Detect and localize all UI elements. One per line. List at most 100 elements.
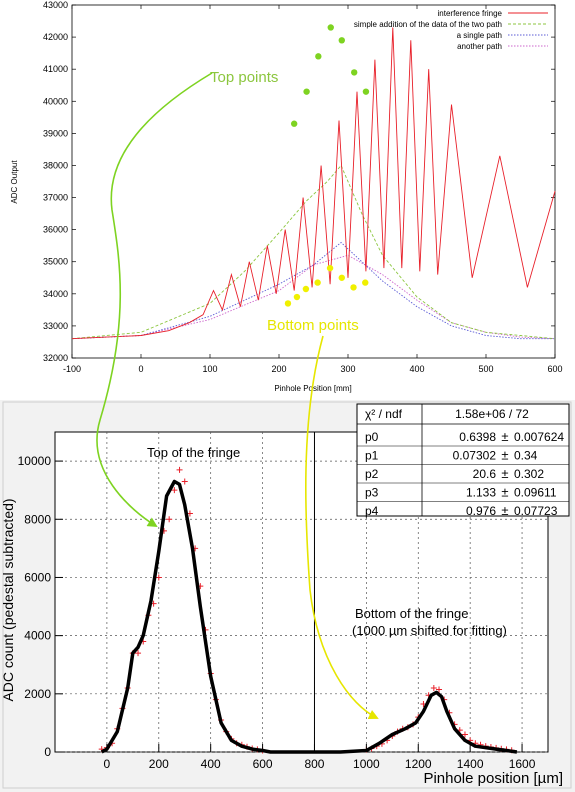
fit-row-value-p3: 1.133 [466, 486, 496, 500]
bottom-x-tick-label-0: 0 [104, 757, 111, 771]
bottom-x-tick-label-5: 1000 [353, 757, 380, 771]
top-point-green-2 [315, 53, 322, 60]
top-point-yellow-3 [314, 279, 321, 286]
legend-label-another-path: another path [457, 42, 502, 51]
fit-row-error-p3: 0.09611 [514, 486, 557, 500]
top-point-yellow-7 [362, 279, 369, 286]
top-point-green-4 [338, 37, 345, 44]
top-y-tick-label-4: 36000 [43, 225, 68, 235]
top-point-yellow-0 [284, 300, 292, 307]
top-x-tick-label-7: 600 [547, 364, 562, 374]
bottom-x-axis-label: Pinhole position [µm] [423, 770, 563, 787]
annotation-shift-note: (1000 µm shifted for fitting) [352, 623, 507, 638]
bottom-y-tick-label-4: 8000 [24, 512, 51, 526]
top-y-axis-label: ADC Output [10, 160, 19, 204]
annotation-bottom-points: Bottom points [267, 317, 359, 334]
fit-row-pm-p2: ± [501, 466, 508, 481]
top-point-yellow-5 [338, 274, 345, 281]
fit-row-value-p1: 0.07302 [453, 449, 497, 463]
top-y-tick-label-1: 33000 [43, 321, 68, 331]
top-y-tick-label-11: 43000 [43, 0, 68, 10]
bottom-x-tick-label-7: 1400 [457, 757, 484, 771]
fit-row-name-p1: p1 [365, 449, 379, 463]
bottom-point-11 [155, 574, 162, 581]
top-point-yellow-2 [302, 285, 310, 293]
bottom-ticks: 0 200 400 600 800 1000 1200 1400 1600 0 2000 4000 60… [18, 454, 536, 771]
top-series-line-0 [71, 27, 556, 340]
annotation-top-of-fringe: Top of the fringe [147, 445, 240, 460]
bottom-x-tick-label-2: 400 [201, 757, 221, 771]
top-point-green-5 [351, 69, 358, 76]
top-x-tick-label-3: 200 [271, 364, 286, 374]
fit-row-error-p0: 0.007624 [514, 430, 564, 444]
bottom-x-tick-label-6: 1200 [405, 757, 432, 771]
top-x-tick-label-1: 0 [138, 364, 143, 374]
top-y-tick-label-10: 42000 [43, 32, 68, 42]
bottom-x-tick-label-8: 1600 [509, 757, 536, 771]
bottom-y-axis-label: ADC count (pedestal subtracted) [0, 498, 16, 701]
bottom-point-45 [430, 685, 437, 691]
top-x-tick-label-5: 400 [409, 364, 424, 374]
top-y-tick-label-7: 39000 [43, 128, 68, 138]
fit-row-name-p3: p3 [365, 486, 379, 500]
fit-box-frame [356, 403, 570, 517]
bottom-point-13 [166, 516, 173, 523]
bottom-x-tick-label-3: 600 [253, 757, 273, 771]
arrow-bottom-points [304, 335, 379, 720]
top-y-tick-label-9: 41000 [43, 64, 68, 74]
bottom-y-tick-label-2: 4000 [24, 629, 51, 643]
fit-row-name-p4: p4 [365, 504, 379, 518]
fit-row-pm-p1: ± [501, 448, 508, 463]
top-point-yellow-1 [293, 293, 301, 301]
top-point-green-1 [303, 88, 310, 95]
top-x-tick-label-2: 100 [202, 364, 217, 374]
fit-row-name-p0: p0 [365, 430, 379, 444]
fit-row-pm-p0: ± [501, 429, 508, 444]
fit-box-chi2-value: 1.58e+06 / 72 [455, 407, 529, 421]
top-y-tick-label-5: 37000 [43, 193, 68, 203]
top-point-green-6 [362, 88, 370, 95]
top-series [71, 27, 556, 340]
bottom-chart: 0 200 400 600 800 1000 1200 1400 1600 0 2000 4000 60… [0, 403, 570, 787]
fit-box-rows: p0 0.6398 ±0.007624 p1 0.07302 ±0.34 p2 20.6 ±0.… [357, 429, 569, 518]
legend-label-single-path: a single path [457, 31, 502, 40]
top-x-tick-label-0: -100 [63, 364, 81, 374]
top-legend: interference fringe simple addition of t… [354, 9, 548, 51]
fit-row-name-p2: p2 [365, 467, 379, 481]
top-marker-points [284, 24, 370, 307]
top-point-green-3 [327, 24, 334, 31]
top-x-tick-label-4: 300 [340, 364, 355, 374]
top-point-yellow-6 [350, 284, 357, 291]
fit-row-value-p0: 0.6398 [459, 430, 496, 444]
bottom-grid [55, 432, 548, 753]
bottom-fit-curve [100, 479, 518, 754]
bottom-point-16 [181, 478, 188, 485]
top-plot-frame [71, 4, 556, 359]
fit-row-error-p4: 0.07723 [514, 504, 558, 518]
top-y-tick-label-6: 38000 [43, 160, 68, 170]
top-chart: -100 0 100 200 300 400 500 600 32000 33000 34000 35… [10, 0, 563, 393]
legend-label-interference-fringe: interference fringe [438, 9, 503, 18]
bottom-x-tick-label-4: 800 [304, 757, 324, 771]
top-x-tick-label-6: 500 [478, 364, 493, 374]
bottom-y-tick-label-3: 6000 [24, 570, 51, 584]
fit-box-chi2-label: χ² / ndf [365, 407, 403, 421]
bottom-y-tick-label-5: 10000 [18, 454, 52, 468]
top-y-tick-label-2: 34000 [43, 289, 68, 299]
bottom-point-51 [461, 731, 468, 738]
top-y-tick-label-3: 35000 [43, 257, 68, 267]
top-point-green-0 [290, 120, 298, 127]
bottom-point-15 [176, 466, 183, 473]
bottom-panel-border [2, 401, 572, 789]
top-y-tick-label-8: 40000 [43, 96, 68, 106]
fit-row-pm-p3: ± [501, 485, 508, 500]
fit-row-error-p1: 0.34 [514, 449, 538, 463]
annotation-bottom-of-fringe: Bottom of the fringe [355, 606, 468, 621]
annotation-top-points: Top points [210, 69, 278, 86]
top-ticks: -100 0 100 200 300 400 500 600 32000 33000 34000 35… [43, 0, 563, 374]
bottom-point-7 [135, 650, 142, 657]
bottom-point-14 [171, 487, 178, 494]
fit-row-pm-p4: ± [501, 503, 508, 518]
fit-statistics-box: χ² / ndf 1.58e+06 / 72 p0 0.6398 ±0.007624… [356, 403, 570, 518]
